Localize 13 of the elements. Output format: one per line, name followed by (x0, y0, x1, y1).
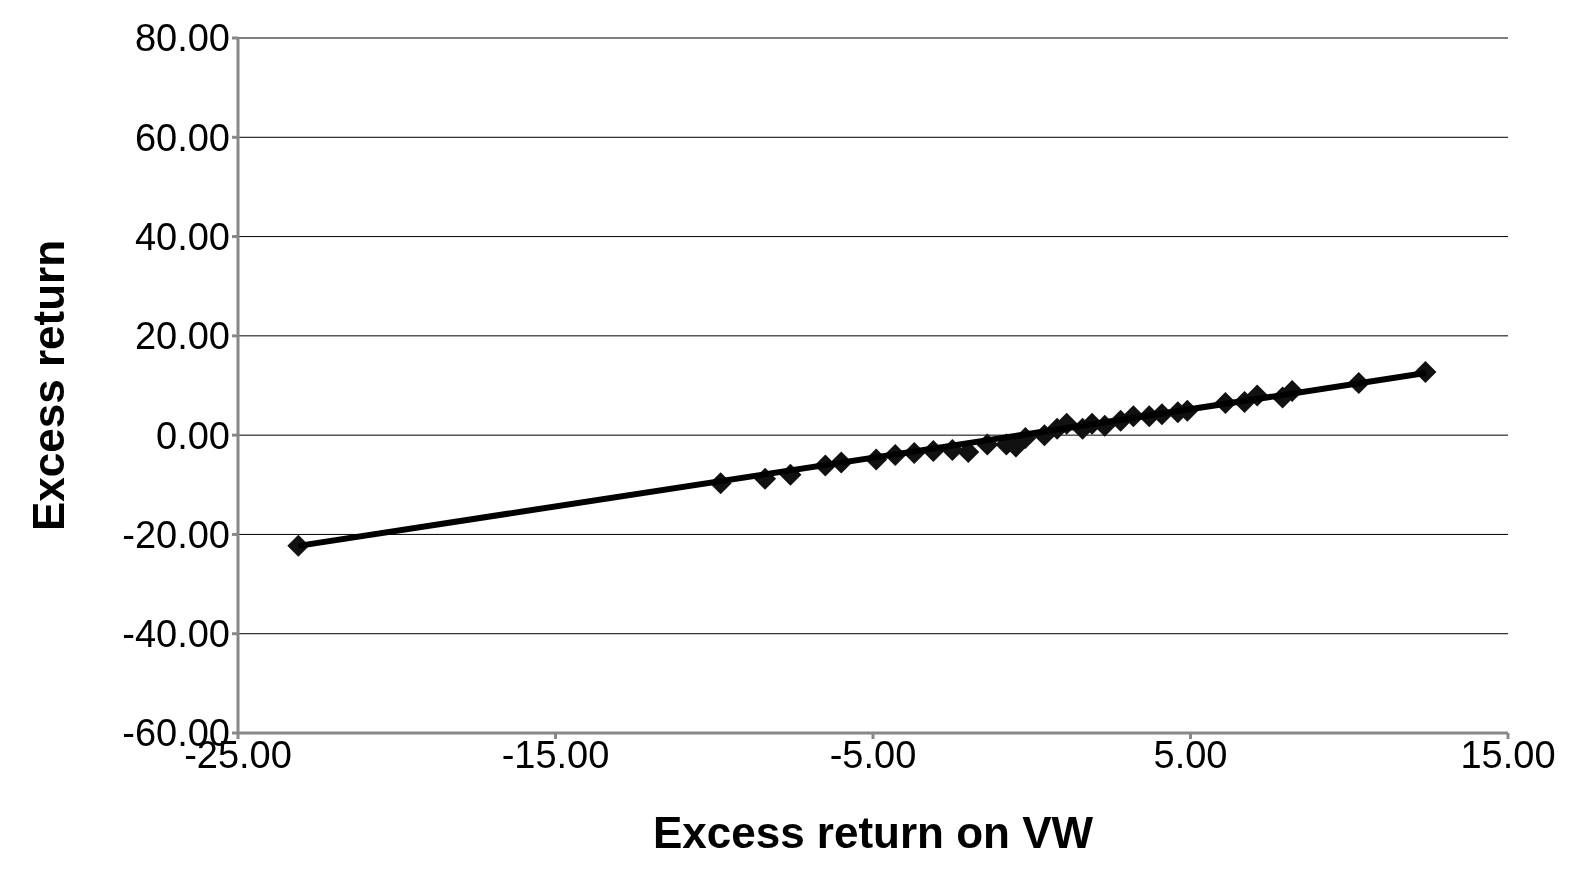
y-tick-label: 40.00 (134, 216, 230, 259)
y-tick-label: 60.00 (134, 116, 230, 159)
x-axis-title: Excess return on VW (652, 808, 1094, 857)
y-axis-title: Excess return (23, 239, 73, 532)
y-tick-label: -20.00 (122, 513, 230, 556)
x-tick-label: -15.00 (501, 733, 610, 776)
y-tick-label: -40.00 (122, 613, 230, 656)
x-tick-label: -5.00 (829, 733, 917, 776)
x-tick-label: 5.00 (1153, 733, 1228, 776)
y-tick-label: 20.00 (134, 315, 230, 358)
y-tick-label: 80.00 (134, 17, 230, 60)
y-tick-label: 0.00 (156, 414, 230, 457)
x-tick-label: 15.00 (1460, 733, 1556, 776)
